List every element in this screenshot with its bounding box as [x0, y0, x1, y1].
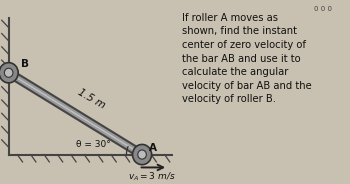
Circle shape	[138, 150, 146, 159]
Circle shape	[133, 144, 152, 165]
Text: If roller A moves as
shown, find the instant
center of zero velocity of
the bar : If roller A moves as shown, find the ins…	[182, 13, 312, 105]
Text: 0 0 0: 0 0 0	[314, 6, 332, 12]
Text: A: A	[149, 143, 157, 153]
Circle shape	[4, 68, 13, 77]
Text: $v_A = 3$ m/s: $v_A = 3$ m/s	[128, 170, 176, 183]
Text: B: B	[21, 59, 29, 69]
Circle shape	[0, 63, 18, 83]
Text: θ = 30°: θ = 30°	[76, 140, 111, 149]
Text: 1.5 m: 1.5 m	[76, 87, 107, 110]
